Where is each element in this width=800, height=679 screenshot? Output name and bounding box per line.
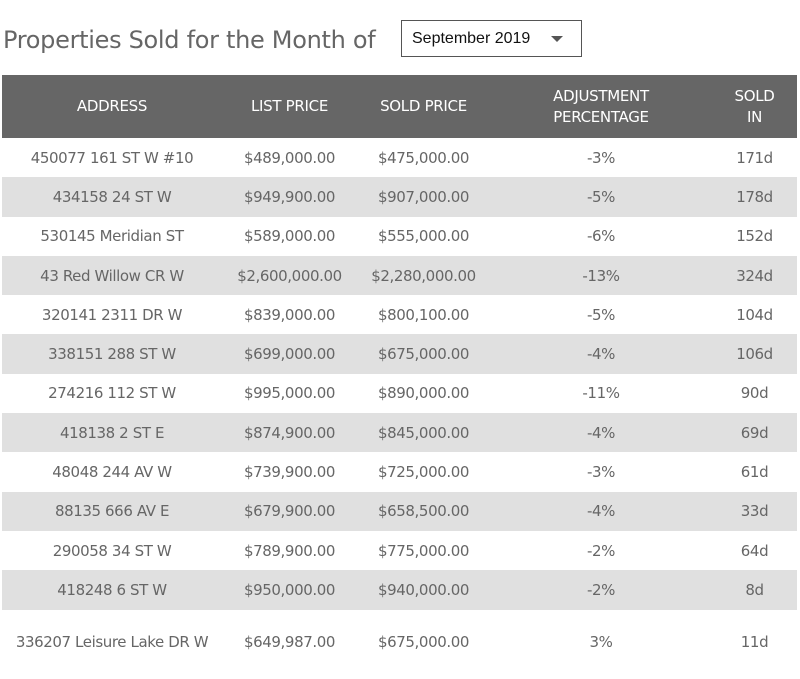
- table-row[interactable]: 336207 Leisure Lake DR W $649,987.00 $675,…: [2, 610, 797, 675]
- column-header-list-price[interactable]: LIST PRICE: [250, 97, 329, 115]
- address-cell: 434158 24 ST W: [52, 187, 172, 206]
- sold-price-cell: $675,000.00: [377, 633, 470, 652]
- list-price-cell: $839,000.00: [243, 305, 336, 324]
- sold-price-cell: $907,000.00: [377, 187, 470, 206]
- month-select[interactable]: September 2019: [401, 20, 582, 57]
- sold-in-cell: 171d: [736, 148, 773, 167]
- adjustment-cell: -4%: [586, 345, 615, 364]
- month-select-value: September 2019: [412, 29, 531, 47]
- table-row[interactable]: 274216 112 ST W $995,000.00 $890,000.00 -11…: [2, 374, 797, 413]
- sold-price-cell: $845,000.00: [377, 423, 470, 442]
- sold-price-cell: $475,000.00: [377, 148, 470, 167]
- list-price-cell: $949,900.00: [243, 187, 336, 206]
- adjustment-cell: -11%: [582, 384, 620, 403]
- table-row[interactable]: 450077 161 ST W #10 $489,000.00 $475,000.0…: [2, 138, 797, 177]
- sold-in-cell: 106d: [736, 345, 773, 364]
- address-cell: 450077 161 ST W #10: [30, 148, 194, 167]
- sold-in-cell: 69d: [740, 423, 769, 442]
- sold-in-cell: 64d: [740, 541, 769, 560]
- address-cell: 274216 112 ST W: [48, 384, 176, 403]
- list-price-cell: $789,900.00: [243, 541, 336, 560]
- list-price-cell: $489,000.00: [243, 148, 336, 167]
- adjustment-cell: -3%: [586, 148, 615, 167]
- adjustment-cell: -4%: [586, 502, 615, 521]
- adjustment-cell: -13%: [582, 266, 620, 285]
- adjustment-cell: -6%: [586, 227, 615, 246]
- page-title: Properties Sold for the Month of: [3, 26, 376, 54]
- table-row[interactable]: 418138 2 ST E $874,900.00 $845,000.00 -4% 69…: [2, 413, 797, 453]
- table-row[interactable]: 434158 24 ST W $949,900.00 $907,000.00 -5% 1…: [2, 177, 797, 217]
- list-price-cell: $874,900.00: [243, 423, 336, 442]
- sold-in-cell: 90d: [740, 384, 769, 403]
- table-body: 450077 161 ST W #10 $489,000.00 $475,000.0…: [2, 138, 797, 675]
- list-price-cell: $679,900.00: [243, 502, 336, 521]
- table-row[interactable]: 43 Red Willow CR W $2,600,000.00 $2,280,00…: [2, 255, 797, 296]
- table-row[interactable]: 530145 Meridian ST $589,000.00 $555,000.00…: [2, 217, 797, 256]
- sold-price-cell: $775,000.00: [377, 541, 470, 560]
- list-price-cell: $950,000.00: [243, 580, 336, 599]
- address-cell: 320141 2311 DR W: [41, 305, 183, 324]
- list-price-cell: $699,000.00: [243, 345, 336, 364]
- adjustment-cell: -3%: [586, 463, 615, 482]
- address-cell: 530145 Meridian ST: [40, 227, 184, 246]
- address-cell: 338151 288 ST W: [48, 345, 176, 364]
- adjustment-cell: -5%: [586, 187, 615, 206]
- address-cell: 418138 2 ST E: [59, 423, 165, 442]
- column-header-address[interactable]: ADDRESS: [76, 97, 148, 115]
- table-row[interactable]: 418248 6 ST W $950,000.00 $940,000.00 -2% 8d: [2, 570, 797, 610]
- sold-price-cell: $800,100.00: [377, 305, 470, 324]
- list-price-cell: $589,000.00: [243, 227, 336, 246]
- caret-down-icon: [551, 36, 563, 42]
- adjustment-cell: -2%: [586, 580, 615, 599]
- sold-in-cell: 152d: [736, 227, 773, 246]
- sold-in-cell: 104d: [736, 305, 773, 324]
- column-header-sold-price[interactable]: SOLD PRICE: [380, 97, 467, 115]
- sold-in-cell: 33d: [740, 502, 769, 521]
- address-cell: 43 Red Willow CR W: [40, 266, 184, 285]
- table-row[interactable]: 88135 666 AV E $679,900.00 $658,500.00 -4% 3…: [2, 491, 797, 531]
- adjustment-cell: -4%: [586, 423, 615, 442]
- list-price-cell: $649,987.00: [243, 633, 336, 652]
- sold-price-cell: $675,000.00: [377, 345, 470, 364]
- list-price-cell: $2,600,000.00: [237, 266, 342, 285]
- list-price-cell: $739,900.00: [243, 463, 336, 482]
- title-row: Properties Sold for the Month of: [3, 20, 383, 60]
- adjustment-cell: -2%: [586, 541, 615, 560]
- sold-in-cell: 324d: [736, 266, 773, 285]
- column-header-adjustment-percentage[interactable]: ADJUSTMENT PERCENTAGE: [553, 86, 649, 126]
- sold-price-cell: $2,280,000.00: [371, 266, 476, 285]
- address-cell: 418248 6 ST W: [57, 580, 167, 599]
- address-cell: 88135 666 AV E: [54, 502, 170, 521]
- table-row[interactable]: 338151 288 ST W $699,000.00 $675,000.00 -4%…: [2, 334, 797, 374]
- sold-price-cell: $890,000.00: [377, 384, 470, 403]
- properties-sold-table: ADDRESS LIST PRICE SOLD PRICE ADJUSTMENT…: [2, 75, 797, 675]
- sold-in-cell: 178d: [736, 187, 773, 206]
- list-price-cell: $995,000.00: [243, 384, 336, 403]
- column-header-sold-in[interactable]: SOLD IN: [734, 86, 775, 126]
- table-row[interactable]: 48048 244 AV W $739,900.00 $725,000.00 -3% 6…: [2, 452, 797, 491]
- sold-in-cell: 8d: [745, 580, 764, 599]
- address-cell: 48048 244 AV W: [52, 463, 172, 482]
- sold-price-cell: $725,000.00: [377, 463, 470, 482]
- adjustment-cell: -5%: [586, 305, 615, 324]
- address-cell: 336207 Leisure Lake DR W: [15, 633, 209, 652]
- table-header-row: ADDRESS LIST PRICE SOLD PRICE ADJUSTMENT…: [2, 75, 797, 138]
- sold-price-cell: $940,000.00: [377, 580, 470, 599]
- sold-price-cell: $555,000.00: [377, 227, 470, 246]
- address-cell: 290058 34 ST W: [52, 541, 172, 560]
- sold-price-cell: $658,500.00: [377, 502, 470, 521]
- table-row[interactable]: 290058 34 ST W $789,900.00 $775,000.00 -2% 6…: [2, 531, 797, 570]
- sold-in-cell: 11d: [740, 633, 769, 652]
- table-row[interactable]: 320141 2311 DR W $839,000.00 $800,100.00 -5…: [2, 295, 797, 334]
- adjustment-cell: 3%: [589, 633, 613, 652]
- sold-in-cell: 61d: [740, 463, 769, 482]
